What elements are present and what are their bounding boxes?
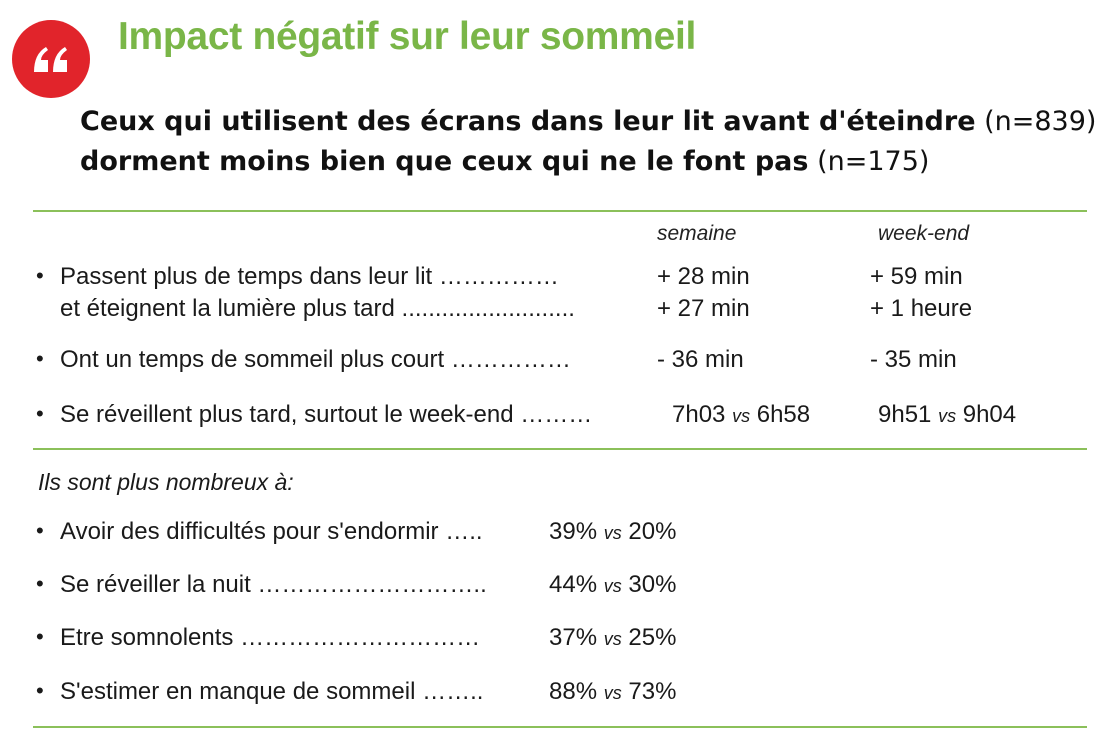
value-semaine-lumiere: + 27 min [657, 295, 750, 322]
divider-middle [33, 448, 1087, 450]
item-label-reveil-nuit: Se réveiller la nuit ……………………….. [60, 571, 487, 598]
bullet: • [36, 263, 44, 288]
divider-bottom [33, 726, 1087, 728]
column-header-semaine: semaine [657, 222, 737, 245]
bullet: • [36, 571, 44, 596]
value-weekend-reveil-tard: 9h51 vs 9h04 [878, 401, 1017, 428]
bullet: • [36, 401, 44, 426]
item-values-endormir: 39% vs 20% [549, 518, 677, 545]
item-values-somnolents: 37% vs 25% [549, 624, 677, 651]
bullet: • [36, 518, 44, 543]
item-values-manque-sommeil: 88% vs 73% [549, 678, 677, 705]
value-weekend-sommeil-court: - 35 min [870, 346, 957, 373]
bullet: • [36, 346, 44, 371]
subtitle-line-1: Ceux qui utilisent des écrans dans leur … [80, 106, 1097, 137]
value-semaine-sommeil-court: - 36 min [657, 346, 744, 373]
item-values-reveil-nuit: 44% vs 30% [549, 571, 677, 598]
item-label-endormir: Avoir des difficultés pour s'endormir ….… [60, 518, 483, 545]
item-label-manque-sommeil: S'estimer en manque de sommeil …….. [60, 678, 484, 705]
value-weekend-temps-lit: + 59 min [870, 263, 963, 290]
item-label-somnolents: Etre somnolents ………………………… [60, 624, 481, 651]
row-label-temps-lit: Passent plus de temps dans leur lit …………… [60, 263, 559, 290]
subtitle: Ceux qui utilisent des écrans dans leur … [80, 102, 1096, 182]
quote-icon [34, 47, 67, 72]
row-label-reveil-tard: Se réveillent plus tard, surtout le week… [60, 401, 593, 428]
row-label-lumiere: et éteignent la lumière plus tard ......… [60, 295, 575, 322]
value-weekend-lumiere: + 1 heure [870, 295, 973, 322]
section-heading: Ils sont plus nombreux à: [38, 469, 294, 495]
bullet: • [36, 624, 44, 649]
column-header-weekend: week-end [878, 222, 970, 245]
quote-badge [12, 20, 90, 98]
bullet: • [36, 678, 44, 703]
row-label-sommeil-court: Ont un temps de sommeil plus court …………… [60, 346, 571, 373]
page-title: Impact négatif sur leur sommeil [118, 15, 697, 58]
value-semaine-temps-lit: + 28 min [657, 263, 750, 290]
value-semaine-reveil-tard: 7h03 vs 6h58 [672, 401, 811, 428]
subtitle-line-2: dorment moins bien que ceux qui ne le fo… [80, 146, 930, 177]
divider-top [33, 210, 1087, 212]
